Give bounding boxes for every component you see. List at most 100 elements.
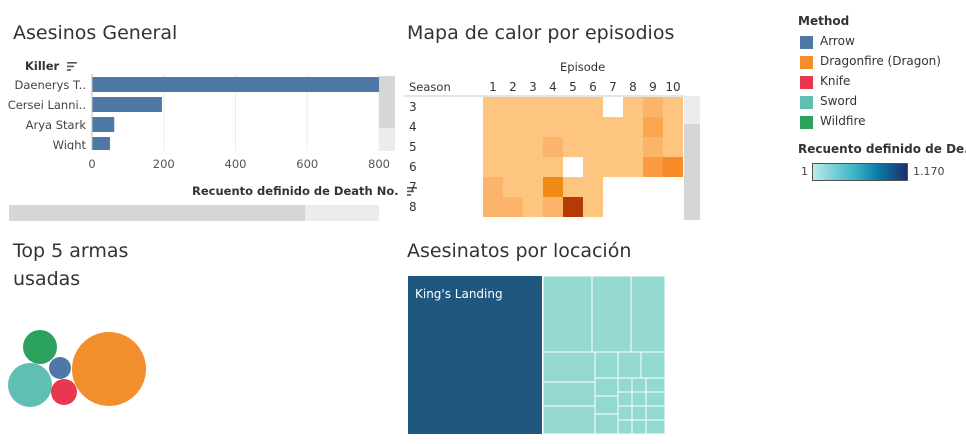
treemap-cell[interactable] (645, 405, 666, 421)
heatmap-cell[interactable] (543, 157, 563, 177)
heatmap-cell[interactable] (603, 117, 623, 137)
heatmap-cell[interactable] (523, 97, 543, 117)
heatmap-cell[interactable] (623, 97, 643, 117)
heatmap-cell[interactable] (643, 157, 663, 177)
heatmap-cell[interactable] (623, 157, 643, 177)
treemap-cell[interactable] (542, 276, 593, 353)
heatmap-cell[interactable] (563, 197, 583, 217)
heatmap-cell[interactable] (543, 197, 563, 217)
heatmap-cell[interactable] (503, 97, 523, 117)
treemap-cell[interactable] (542, 351, 596, 383)
heatmap-cell[interactable] (583, 97, 603, 117)
heatmap-cell[interactable] (663, 97, 683, 117)
heatmap-cell[interactable] (503, 197, 523, 217)
killer-bar[interactable] (92, 137, 110, 152)
killer-bar[interactable] (92, 117, 115, 132)
treemap-cell[interactable] (617, 377, 633, 393)
heatmap-cell[interactable] (583, 197, 603, 217)
killer-label[interactable]: Cersei Lanni.. (8, 98, 86, 112)
heatmap-cell[interactable] (503, 157, 523, 177)
heatmap-cell[interactable] (643, 117, 663, 137)
heatmap-cell[interactable] (523, 117, 543, 137)
heatmap-cell[interactable] (543, 177, 563, 197)
treemap-cell[interactable] (617, 405, 633, 421)
heatmap-cell[interactable] (583, 177, 603, 197)
heatmap-cell[interactable] (523, 137, 543, 157)
heatmap-cell[interactable] (563, 117, 583, 137)
heatmap-cell[interactable] (643, 137, 663, 157)
treemap-cell[interactable] (617, 351, 642, 379)
heatmap-cell[interactable] (623, 117, 643, 137)
heatmap-cell[interactable] (543, 117, 563, 137)
heatmap-cell[interactable] (523, 157, 543, 177)
treemap-cell[interactable] (630, 276, 666, 353)
killers-horizontal-scrollbar[interactable] (9, 205, 379, 221)
killers-vertical-scrollbar[interactable] (379, 76, 395, 151)
heatmap-cell[interactable] (483, 117, 503, 137)
treemap-cell[interactable] (542, 381, 596, 407)
heatmap-cell[interactable] (563, 177, 583, 197)
heatmap-cell[interactable] (483, 97, 503, 117)
episode-label: 5 (569, 80, 577, 94)
heatmap-cell[interactable] (483, 157, 503, 177)
treemap-cell[interactable] (594, 377, 619, 397)
bubble-sword[interactable] (8, 363, 52, 407)
heatmap-cell[interactable] (583, 137, 603, 157)
treemap-cell[interactable] (594, 413, 619, 434)
killer-column-header[interactable]: Killer (25, 59, 78, 73)
heatmap-cell[interactable] (503, 137, 523, 157)
treemap-kings-landing[interactable] (408, 276, 542, 434)
sort-descending-icon[interactable] (406, 187, 417, 196)
heatmap-cell[interactable] (503, 177, 523, 197)
heatmap-cell[interactable] (523, 177, 543, 197)
killers-vertical-scroll-thumb[interactable] (379, 76, 395, 128)
heatmap-cell[interactable] (583, 117, 603, 137)
episode-label: 8 (629, 80, 637, 94)
bubble-knife[interactable] (51, 379, 77, 405)
heatmap-cell[interactable] (483, 177, 503, 197)
killer-label[interactable]: Arya Stark (26, 118, 87, 132)
heatmap-cell[interactable] (503, 117, 523, 137)
treemap-cell[interactable] (631, 377, 647, 393)
treemap-cell[interactable] (645, 391, 666, 407)
killer-bar[interactable] (92, 77, 379, 92)
treemap-cell[interactable] (594, 395, 619, 415)
killers-horizontal-scroll-thumb[interactable] (9, 205, 305, 221)
heatmap-cell[interactable] (483, 197, 503, 217)
heatmap-cell[interactable] (543, 137, 563, 157)
heatmap-cell[interactable] (483, 137, 503, 157)
heatmap-vertical-scrollbar[interactable] (684, 96, 700, 220)
heatmap-cell[interactable] (663, 157, 683, 177)
heatmap-cell[interactable] (663, 117, 683, 137)
bubble-dragonfire[interactable] (72, 332, 146, 406)
treemap-cell[interactable] (542, 405, 596, 434)
killer-bar[interactable] (92, 97, 162, 112)
heatmap-cell[interactable] (583, 157, 603, 177)
heatmap-cell[interactable] (563, 137, 583, 157)
treemap-cell[interactable] (645, 419, 666, 434)
bubble-arrow[interactable] (49, 357, 71, 379)
treemap-cell[interactable] (594, 351, 619, 379)
heatmap-cell[interactable] (663, 137, 683, 157)
heatmap-cell[interactable] (643, 97, 663, 117)
treemap-cell[interactable] (640, 351, 666, 379)
treemap-cell[interactable] (617, 419, 633, 434)
killer-label[interactable]: Daenerys T.. (15, 78, 87, 92)
killers-axis-title-wrap[interactable]: Recuento definido de Death No. (192, 184, 417, 198)
heatmap-cell[interactable] (603, 137, 623, 157)
heatmap-cell[interactable] (523, 197, 543, 217)
treemap-cell[interactable] (631, 391, 647, 407)
treemap-cell[interactable] (631, 419, 647, 434)
treemap-cell[interactable] (617, 391, 633, 407)
heatmap-vertical-scroll-thumb[interactable] (684, 124, 700, 220)
heatmap-cell[interactable] (603, 157, 623, 177)
heatmap-cell[interactable] (563, 97, 583, 117)
killer-label[interactable]: Wight (53, 138, 87, 152)
treemap-cell[interactable] (631, 405, 647, 421)
heatmap-cell[interactable] (623, 137, 643, 157)
bubble-wildfire[interactable] (23, 330, 57, 364)
heatmap-cell[interactable] (543, 97, 563, 117)
treemap-cell[interactable] (645, 377, 666, 393)
sort-descending-icon[interactable] (67, 62, 78, 71)
treemap-cell[interactable] (591, 276, 632, 353)
